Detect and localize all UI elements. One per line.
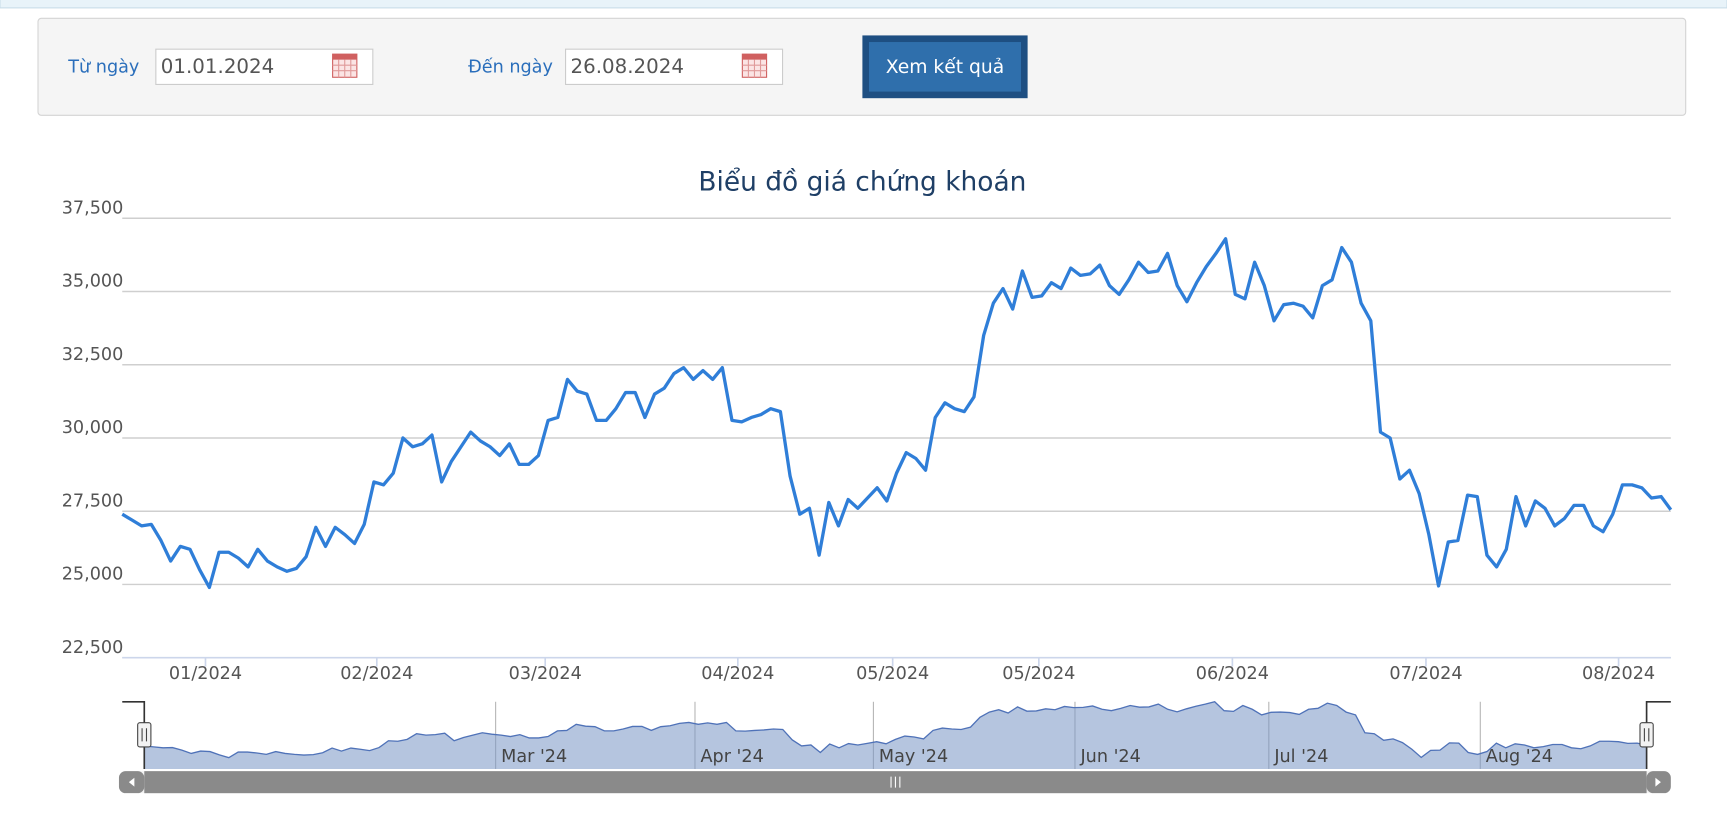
y-tick-label: 37,500 bbox=[62, 198, 124, 218]
top-strip bbox=[0, 0, 1727, 9]
from-value: 01.01.2024 bbox=[161, 55, 274, 78]
y-tick-label: 27,500 bbox=[62, 491, 124, 511]
y-tick-label: 30,000 bbox=[62, 418, 124, 438]
x-tick-label: 03/2024 bbox=[509, 664, 582, 684]
submit-button-face bbox=[869, 42, 1022, 92]
navigator-label: Jun '24 bbox=[1079, 747, 1140, 767]
navigator-label: Apr '24 bbox=[700, 747, 763, 767]
handle-grip bbox=[141, 728, 148, 742]
navigator-label: Jul '24 bbox=[1273, 747, 1328, 767]
x-tick-label: 04/2024 bbox=[701, 664, 774, 684]
calendar-icon[interactable] bbox=[332, 53, 358, 78]
price-line bbox=[121, 237, 1673, 590]
to-label: Đến ngày bbox=[468, 56, 553, 77]
x-tick-label: 01/2024 bbox=[169, 664, 242, 684]
navigator-handle[interactable] bbox=[137, 722, 152, 748]
calendar-icon[interactable] bbox=[741, 53, 768, 78]
navigator-line bbox=[144, 701, 1647, 759]
x-tick-label: 08/2024 bbox=[1582, 664, 1655, 684]
to-value: 26.08.2024 bbox=[571, 55, 684, 78]
submit-label: Xem kết quả bbox=[886, 56, 1005, 78]
y-tick-label: 32,500 bbox=[62, 345, 124, 365]
x-tick-label: 05/2024 bbox=[856, 664, 929, 684]
chart-title: Biểu đồ giá chứng khoán bbox=[698, 167, 1026, 198]
navigator-label: Mar '24 bbox=[501, 747, 567, 767]
navigator-label: Aug '24 bbox=[1486, 747, 1553, 767]
handle-grip bbox=[1643, 728, 1650, 742]
x-tick-label: 07/2024 bbox=[1389, 664, 1462, 684]
y-tick-label: 25,000 bbox=[62, 565, 124, 585]
thumb-grip bbox=[890, 776, 901, 788]
arrow-right bbox=[1655, 777, 1661, 787]
navigator-area bbox=[144, 701, 1647, 769]
y-tick-label: 35,000 bbox=[62, 272, 124, 292]
filter-panel bbox=[37, 17, 1687, 116]
from-label: Từ ngày bbox=[67, 57, 139, 77]
navigator-label: May '24 bbox=[879, 747, 948, 767]
navigator-handle[interactable] bbox=[1639, 722, 1654, 748]
x-tick-label: 06/2024 bbox=[1196, 664, 1269, 684]
x-tick-label: 02/2024 bbox=[340, 664, 413, 684]
y-tick-label: 22,500 bbox=[62, 638, 124, 658]
x-tick-label: 05/2024 bbox=[1002, 664, 1075, 684]
arrow-left bbox=[128, 777, 135, 787]
